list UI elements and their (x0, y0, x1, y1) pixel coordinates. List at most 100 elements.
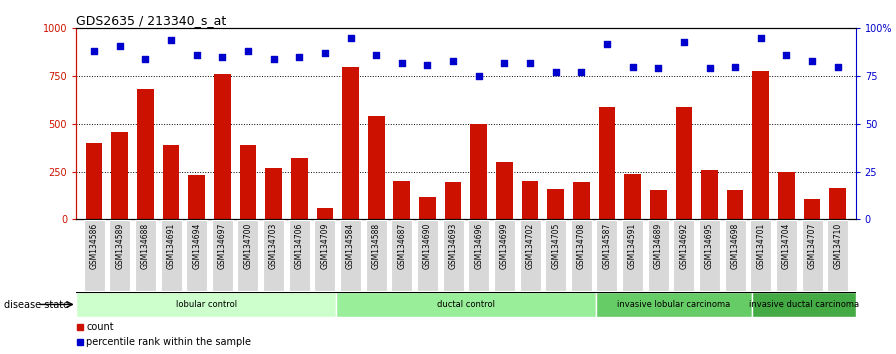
Text: GSM134584: GSM134584 (346, 222, 355, 269)
Text: GSM134698: GSM134698 (730, 222, 740, 269)
Text: percentile rank within the sample: percentile rank within the sample (86, 337, 251, 348)
FancyBboxPatch shape (237, 220, 258, 291)
Text: GSM134705: GSM134705 (551, 222, 560, 269)
FancyBboxPatch shape (520, 220, 540, 291)
Text: GSM134696: GSM134696 (474, 222, 483, 269)
Text: ductal control: ductal control (437, 300, 495, 309)
FancyBboxPatch shape (750, 220, 771, 291)
Text: GSM134695: GSM134695 (705, 222, 714, 269)
FancyBboxPatch shape (83, 220, 105, 291)
Bar (547, 189, 564, 219)
Bar (676, 107, 693, 219)
FancyBboxPatch shape (366, 220, 387, 291)
FancyBboxPatch shape (186, 220, 207, 291)
Text: GSM134700: GSM134700 (244, 222, 253, 269)
Bar (496, 162, 513, 219)
Bar (778, 172, 795, 219)
Text: GSM134688: GSM134688 (141, 222, 150, 268)
Text: GSM134586: GSM134586 (90, 222, 99, 269)
Point (523, 60, 538, 65)
FancyBboxPatch shape (648, 220, 668, 291)
Text: lobular control: lobular control (176, 300, 237, 309)
Point (702, 65, 717, 71)
Point (548, 69, 563, 75)
Point (318, 50, 332, 56)
Text: GSM134692: GSM134692 (679, 222, 688, 269)
Point (87, 48, 101, 54)
Text: GSM134702: GSM134702 (526, 222, 535, 269)
Bar (625, 173, 641, 219)
Text: GSM134707: GSM134707 (807, 222, 816, 269)
Bar (265, 168, 282, 219)
Point (831, 64, 845, 69)
Text: GSM134587: GSM134587 (602, 222, 611, 269)
Point (625, 64, 640, 69)
Bar (291, 158, 307, 219)
FancyBboxPatch shape (597, 220, 617, 291)
Bar (830, 188, 846, 219)
FancyBboxPatch shape (469, 220, 489, 291)
FancyBboxPatch shape (109, 220, 130, 291)
Point (497, 60, 512, 65)
Point (190, 52, 204, 58)
FancyBboxPatch shape (211, 220, 233, 291)
Text: GSM134701: GSM134701 (756, 222, 765, 269)
Text: GSM134706: GSM134706 (295, 222, 304, 269)
Point (651, 65, 666, 71)
FancyBboxPatch shape (571, 220, 592, 291)
Bar (342, 67, 359, 219)
Text: GSM134703: GSM134703 (269, 222, 278, 269)
Bar (368, 116, 384, 219)
FancyBboxPatch shape (263, 220, 284, 291)
FancyBboxPatch shape (314, 220, 335, 291)
Point (754, 35, 768, 41)
FancyBboxPatch shape (802, 220, 823, 291)
Text: invasive lobular carcinoma: invasive lobular carcinoma (617, 300, 730, 309)
Text: GSM134689: GSM134689 (654, 222, 663, 269)
Point (676, 39, 691, 45)
Text: GSM134699: GSM134699 (500, 222, 509, 269)
Point (215, 54, 229, 60)
Bar (214, 74, 230, 219)
FancyBboxPatch shape (827, 220, 849, 291)
Text: disease state: disease state (4, 300, 70, 310)
FancyBboxPatch shape (336, 292, 596, 317)
Bar (86, 143, 102, 219)
FancyBboxPatch shape (494, 220, 515, 291)
Point (471, 73, 486, 79)
Point (369, 52, 383, 58)
FancyBboxPatch shape (674, 220, 694, 291)
Text: GSM134694: GSM134694 (192, 222, 202, 269)
Bar (111, 132, 128, 219)
Point (420, 62, 435, 68)
Point (164, 37, 178, 42)
Bar (753, 72, 769, 219)
Bar (702, 170, 718, 219)
Text: GSM134710: GSM134710 (833, 222, 842, 269)
Bar (419, 196, 435, 219)
Point (728, 64, 742, 69)
Bar (188, 175, 205, 219)
Text: GSM134691: GSM134691 (167, 222, 176, 269)
FancyBboxPatch shape (392, 220, 412, 291)
Text: GDS2635 / 213340_s_at: GDS2635 / 213340_s_at (76, 14, 227, 27)
Bar (393, 181, 410, 219)
FancyBboxPatch shape (340, 220, 361, 291)
FancyBboxPatch shape (76, 292, 336, 317)
Text: GSM134589: GSM134589 (116, 222, 125, 269)
FancyBboxPatch shape (725, 220, 745, 291)
Text: count: count (86, 321, 114, 332)
Text: GSM134708: GSM134708 (577, 222, 586, 269)
Point (292, 54, 306, 60)
FancyBboxPatch shape (776, 220, 797, 291)
Text: GSM134591: GSM134591 (628, 222, 637, 269)
Bar (316, 208, 333, 219)
FancyBboxPatch shape (443, 220, 463, 291)
Point (113, 43, 127, 48)
Bar (599, 107, 616, 219)
Text: GSM134697: GSM134697 (218, 222, 227, 269)
Text: GSM134709: GSM134709 (321, 222, 330, 269)
Text: GSM134588: GSM134588 (372, 222, 381, 268)
Bar (137, 90, 154, 219)
FancyBboxPatch shape (699, 220, 720, 291)
